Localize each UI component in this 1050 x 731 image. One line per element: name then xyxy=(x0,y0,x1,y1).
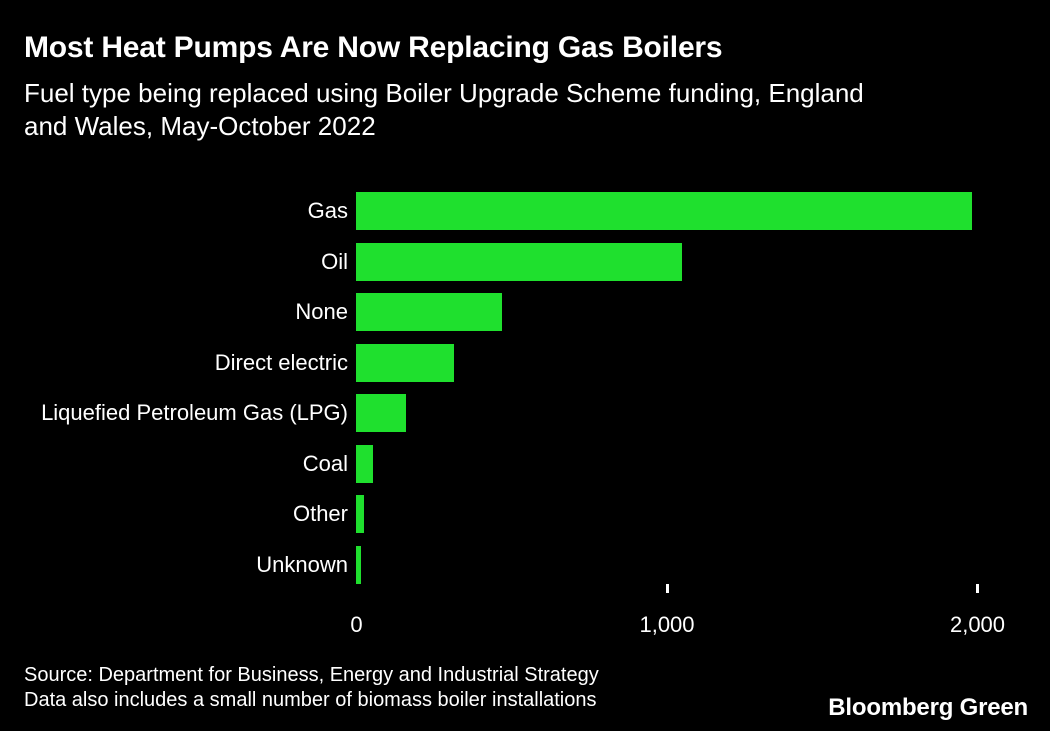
category-label: Coal xyxy=(302,450,348,476)
bar xyxy=(356,242,682,281)
axis-tick-label: 2,000 xyxy=(949,612,1006,637)
axis-tick xyxy=(665,584,669,593)
bar-chart: Gas Oil None Direct electric Liquefied Petro… xyxy=(0,192,1050,596)
note-line: Data also includes a small number of bio… xyxy=(24,689,597,711)
category-label: Liquefied Petroleum Gas (LPG) xyxy=(41,400,348,425)
category-label: Direct electric xyxy=(214,349,348,375)
category-label: Unknown xyxy=(256,551,348,577)
bar xyxy=(356,343,454,382)
bar-row: Other xyxy=(0,495,1050,546)
bar-row: Coal xyxy=(0,444,1050,496)
bar-row: Oil xyxy=(0,242,1050,294)
bar xyxy=(356,394,406,432)
bar xyxy=(356,293,502,331)
bar xyxy=(356,495,364,533)
bar-rows: Gas Oil None Direct electric Liquefied Petro… xyxy=(0,192,1050,596)
bar-row: None xyxy=(0,293,1050,344)
category-label: None xyxy=(295,299,348,324)
bar-row: Direct electric xyxy=(0,343,1050,395)
axis-tick-label: 1,000 xyxy=(639,612,695,637)
bar-row: Unknown xyxy=(0,545,1050,597)
axis-tick-label: 0 xyxy=(350,612,363,637)
bar-row: Gas xyxy=(0,192,1050,243)
bar xyxy=(356,192,973,230)
source-note: Source: Department for Business, Energy … xyxy=(24,663,599,713)
category-label: Gas xyxy=(307,198,348,223)
chart-title: Most Heat Pumps Are Now Replacing Gas Bo… xyxy=(24,31,723,64)
chart-subtitle: Fuel type being replaced using Boiler Up… xyxy=(24,77,864,143)
bar xyxy=(356,444,374,483)
subtitle-line-2: and Wales, May-October 2022 xyxy=(24,111,376,141)
axis-tick xyxy=(976,584,979,593)
category-label: Other xyxy=(292,501,348,526)
bloomberg-green-logo: Bloomberg Green xyxy=(828,694,1028,721)
source-line: Source: Department for Business, Energy … xyxy=(24,664,599,686)
subtitle-line-1: Fuel type being replaced using Boiler Up… xyxy=(24,78,864,108)
bar xyxy=(356,545,361,584)
bar-row: Liquefied Petroleum Gas (LPG) xyxy=(0,394,1050,445)
category-label: Oil xyxy=(321,248,348,274)
